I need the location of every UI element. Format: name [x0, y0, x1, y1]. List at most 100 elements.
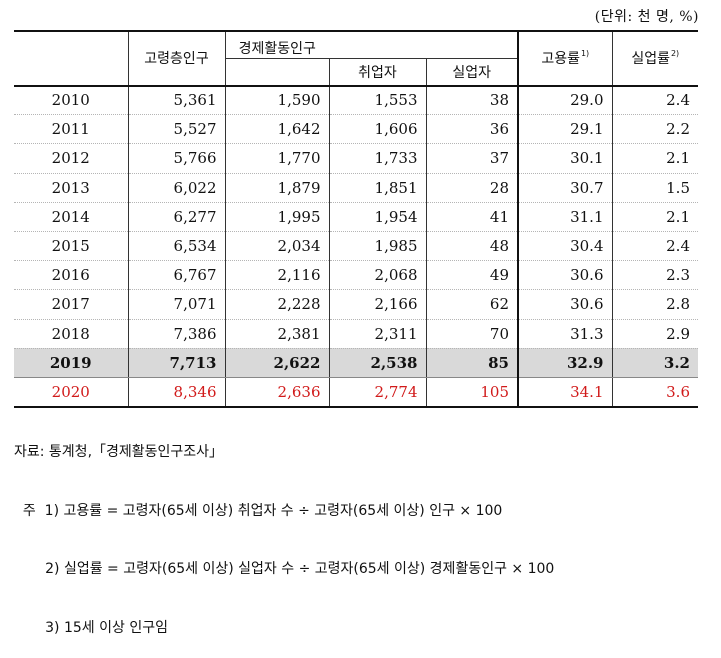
year-cell: 2014 [14, 202, 128, 232]
employed-cell: 1,851 [328, 173, 426, 203]
table-row: 2016 6,767 2,116 2,068 49 30.6 2.3 [14, 260, 698, 291]
employed-cell: 2,774 [328, 377, 426, 408]
unemployment-rate-footnote: 2) [670, 49, 680, 59]
unemployment-rate-cell: 2.8 [611, 289, 698, 320]
unemployment-rate-cell: 2.3 [611, 260, 698, 291]
header-unemployment-rate: 실업률2) [611, 31, 698, 86]
elderly-pop-cell: 6,534 [127, 231, 225, 262]
elderly-pop-cell: 6,277 [127, 202, 225, 232]
table-row: 2019 7,713 2,622 2,538 85 32.9 3.2 [14, 348, 698, 378]
table-row: 2010 5,361 1,590 1,553 38 29.0 2.4 [14, 85, 698, 116]
employment-rate-cell: 30.6 [517, 260, 612, 291]
header-unemployed: 실업자 [425, 58, 518, 86]
employed-cell: 2,068 [328, 260, 426, 291]
footnote-3: 3) 15세 이상 인구임 [14, 619, 168, 636]
employed-cell: 1,733 [328, 143, 426, 174]
unemployment-rate-cell: 2.9 [611, 319, 698, 349]
employment-rate-cell: 32.9 [517, 348, 612, 378]
unemployed-cell: 85 [425, 348, 518, 378]
employed-cell: 1,954 [328, 202, 426, 232]
unemployed-cell: 48 [425, 231, 518, 262]
econ-active-cell: 2,228 [224, 289, 329, 320]
econ-active-cell: 1,642 [224, 114, 329, 145]
header-employment-rate: 고용률1) [517, 31, 612, 86]
table-row: 2012 5,766 1,770 1,733 37 30.1 2.1 [14, 143, 698, 174]
footnote-1: 주 1) 고용률 = 고령자(65세 이상) 취업자 수 ÷ 고령자(65세 이… [14, 502, 503, 519]
unemployed-cell: 41 [425, 202, 518, 232]
year-cell: 2011 [14, 114, 128, 145]
table-row: 2020 8,346 2,636 2,774 105 34.1 3.6 [14, 377, 698, 408]
unemployed-cell: 70 [425, 319, 518, 349]
unemployed-cell: 38 [425, 85, 518, 116]
econ-active-cell: 1,879 [224, 173, 329, 203]
table-row: 2011 5,527 1,642 1,606 36 29.1 2.2 [14, 114, 698, 145]
header-econ-active-span [329, 31, 518, 59]
unemployment-rate-cell: 2.4 [611, 85, 698, 116]
year-cell: 2017 [14, 289, 128, 320]
year-cell: 2015 [14, 231, 128, 262]
econ-active-cell: 2,116 [224, 260, 329, 291]
year-cell: 2013 [14, 173, 128, 203]
year-cell: 2010 [14, 85, 128, 116]
header-econ-active: 경제활동인구 [224, 31, 329, 59]
header-econ-active-blank [224, 58, 329, 86]
unemployment-rate-cell: 3.6 [611, 377, 698, 408]
employed-cell: 2,166 [328, 289, 426, 320]
table-row: 2018 7,386 2,381 2,311 70 31.3 2.9 [14, 319, 698, 349]
header-elderly-pop: 고령층인구 [127, 31, 225, 86]
employment-rate-cell: 30.4 [517, 231, 612, 262]
econ-active-cell: 2,034 [224, 231, 329, 262]
econ-active-cell: 1,590 [224, 85, 329, 116]
footnote-2: 2) 실업률 = 고령자(65세 이상) 실업자 수 ÷ 고령자(65세 이상)… [14, 561, 555, 577]
source-note: 자료: 통계청,「경제활동인구조사」 [14, 444, 224, 460]
elderly-employment-table: 고령층인구 경제활동인구 고용률1) 실업률2) 취업자 실업자 2010 5,3… [14, 30, 698, 408]
elderly-pop-cell: 5,527 [127, 114, 225, 145]
unemployed-cell: 105 [425, 377, 518, 408]
employment-rate-footnote: 1) [580, 49, 590, 59]
year-cell: 2018 [14, 319, 128, 349]
elderly-pop-cell: 5,361 [127, 85, 225, 116]
employed-cell: 1,606 [328, 114, 426, 145]
table-row: 2017 7,071 2,228 2,166 62 30.6 2.8 [14, 289, 698, 320]
econ-active-cell: 2,622 [224, 348, 329, 378]
unemployed-cell: 36 [425, 114, 518, 145]
employment-rate-cell: 31.1 [517, 202, 612, 232]
elderly-pop-cell: 7,386 [127, 319, 225, 349]
employed-cell: 1,553 [328, 85, 426, 116]
econ-active-cell: 1,770 [224, 143, 329, 174]
unemployed-cell: 62 [425, 289, 518, 320]
table-row: 2013 6,022 1,879 1,851 28 30.7 1.5 [14, 173, 698, 203]
employment-rate-cell: 34.1 [517, 377, 612, 408]
employment-rate-cell: 30.6 [517, 289, 612, 320]
econ-active-cell: 2,636 [224, 377, 329, 408]
elderly-pop-cell: 7,713 [127, 348, 225, 378]
elderly-pop-cell: 5,766 [127, 143, 225, 174]
table-row: 2014 6,277 1,995 1,954 41 31.1 2.1 [14, 202, 698, 232]
employment-rate-cell: 29.1 [517, 114, 612, 145]
employment-rate-cell: 30.7 [517, 173, 612, 203]
unemployment-rate-cell: 3.2 [611, 348, 698, 378]
employment-rate-cell: 31.3 [517, 319, 612, 349]
year-cell: 2019 [14, 348, 128, 378]
unemployment-rate-cell: 2.4 [611, 231, 698, 262]
econ-active-cell: 1,995 [224, 202, 329, 232]
unemployed-cell: 28 [425, 173, 518, 203]
employment-rate-cell: 29.0 [517, 85, 612, 116]
elderly-pop-cell: 6,767 [127, 260, 225, 291]
unemployed-cell: 37 [425, 143, 518, 174]
econ-active-cell: 2,381 [224, 319, 329, 349]
year-cell: 2012 [14, 143, 128, 174]
unemployment-rate-cell: 2.1 [611, 143, 698, 174]
unemployment-rate-cell: 2.1 [611, 202, 698, 232]
employed-cell: 2,311 [328, 319, 426, 349]
elderly-pop-cell: 6,022 [127, 173, 225, 203]
footnotes: 자료: 통계청,「경제활동인구조사」 주 1) 고용률 = 고령자(65세 이상… [14, 404, 554, 658]
unemployment-rate-cell: 1.5 [611, 173, 698, 203]
unemployment-rate-cell: 2.2 [611, 114, 698, 145]
table-row: 2015 6,534 2,034 1,985 48 30.4 2.4 [14, 231, 698, 262]
unit-label: (단위: 천 명, %) [594, 9, 699, 25]
employed-cell: 2,538 [328, 348, 426, 378]
employed-cell: 1,985 [328, 231, 426, 262]
elderly-pop-cell: 7,071 [127, 289, 225, 320]
header-year [14, 31, 128, 86]
